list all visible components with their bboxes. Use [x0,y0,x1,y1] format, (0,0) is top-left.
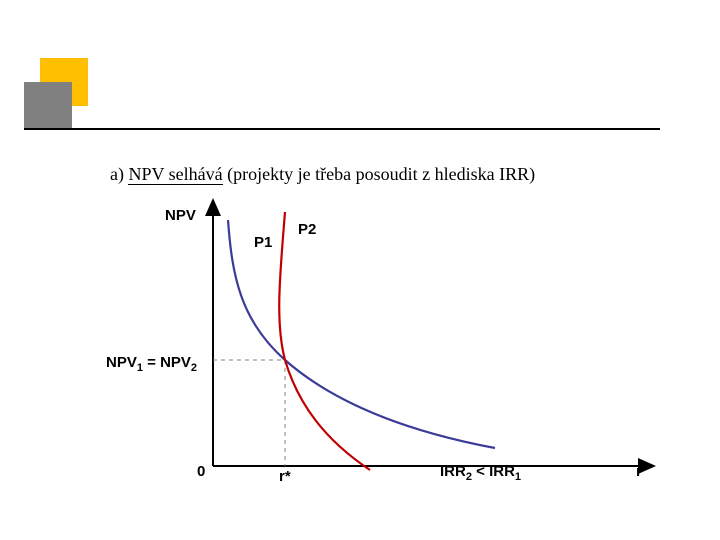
page: a) NPV selhává (projekty je třeba posoud… [0,0,720,540]
irr-compare-label: IRR2 < IRR1 [440,463,521,483]
series-p1 [228,220,495,448]
r-axis-label: r [636,463,642,480]
series-p2 [279,212,370,470]
irr-part-2: < [472,463,489,480]
series-label-p2-sub: 2 [308,221,316,238]
series-label-p1-text: P [254,234,264,251]
chart-svg [0,0,720,540]
origin-label: 0 [197,463,205,480]
series-label-p1-sub: 1 [264,234,272,251]
series-label-p2-text: P [298,221,308,238]
irr-part-3: IRR [489,463,515,480]
npv-equal-label: NPV1 = NPV2 [106,354,197,374]
series-label-p1: P1 [254,234,272,251]
irr-part-0: IRR [440,463,466,480]
series-label-p2: P2 [298,221,316,238]
rstar-label: r* [279,468,291,485]
y-axis-label: NPV [165,207,196,224]
irr-part-4: 1 [515,471,521,483]
npv-eq-part-3: 2 [191,362,197,374]
npv-eq-part-0: NPV [106,354,137,371]
npv-eq-part-2: = NPV [143,354,191,371]
